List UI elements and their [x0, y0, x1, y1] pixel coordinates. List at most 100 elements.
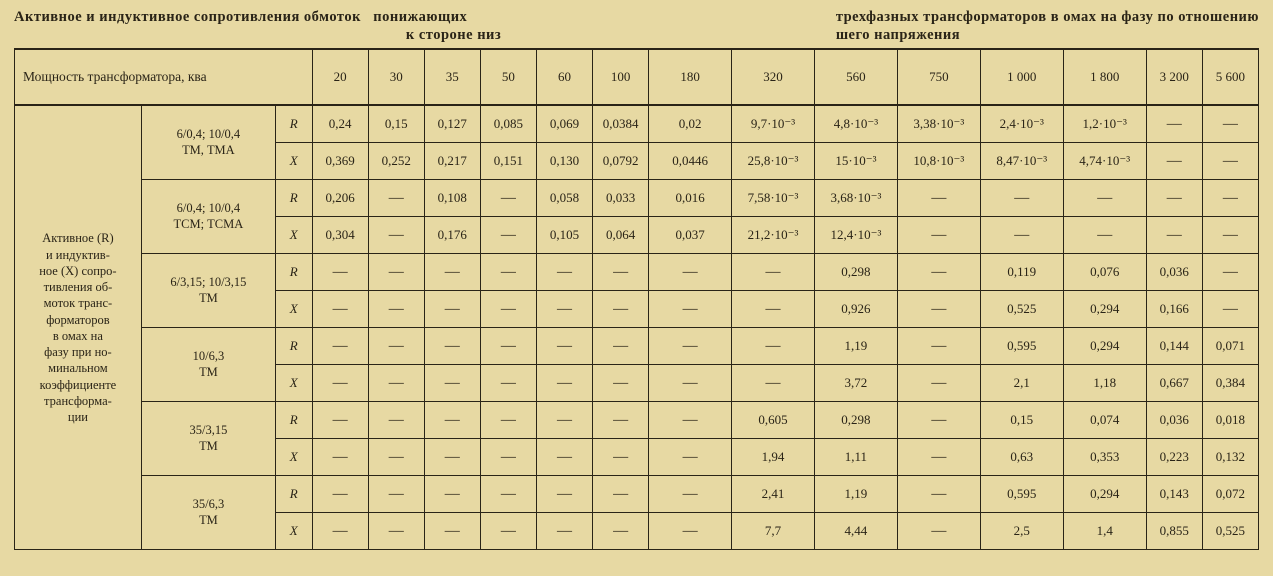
value-cell: — — [368, 180, 424, 217]
value-cell: — — [593, 513, 649, 550]
value-cell: 0,144 — [1146, 328, 1202, 365]
x-label: X — [275, 291, 312, 328]
value-cell: 0,217 — [424, 143, 480, 180]
value-cell: — — [480, 365, 536, 402]
value-cell: 0,037 — [649, 217, 732, 254]
value-cell: 1,11 — [814, 439, 897, 476]
value-cell: — — [480, 254, 536, 291]
header-power-label: Мощность трансформатора, ква — [15, 49, 313, 105]
value-cell: — — [424, 513, 480, 550]
value-cell: — — [424, 365, 480, 402]
value-cell: 0,294 — [1063, 291, 1146, 328]
value-cell: — — [593, 365, 649, 402]
value-cell: 0,033 — [593, 180, 649, 217]
value-cell: — — [897, 439, 980, 476]
value-cell: 0,016 — [649, 180, 732, 217]
x-label: X — [275, 365, 312, 402]
value-cell: — — [732, 254, 815, 291]
value-cell: 1,19 — [814, 328, 897, 365]
value-cell: — — [1202, 217, 1258, 254]
col-100: 100 — [593, 49, 649, 105]
value-cell: — — [312, 476, 368, 513]
value-cell: — — [368, 513, 424, 550]
value-cell: 0,15 — [980, 402, 1063, 439]
value-cell: — — [897, 365, 980, 402]
value-cell: — — [480, 180, 536, 217]
value-cell: — — [536, 402, 592, 439]
value-cell: 0,127 — [424, 105, 480, 143]
value-cell: — — [1146, 105, 1202, 143]
value-cell: 0,298 — [814, 254, 897, 291]
value-cell: — — [897, 291, 980, 328]
value-cell: 1,2·10⁻³ — [1063, 105, 1146, 143]
value-cell: — — [897, 513, 980, 550]
value-cell: 10,8·10⁻³ — [897, 143, 980, 180]
value-cell: — — [368, 476, 424, 513]
type-label: 35/3,15ТМ — [141, 402, 275, 476]
r-label: R — [275, 254, 312, 291]
value-cell: — — [368, 254, 424, 291]
value-cell: 7,7 — [732, 513, 815, 550]
value-cell: — — [480, 513, 536, 550]
value-cell: — — [536, 291, 592, 328]
value-cell: 0,166 — [1146, 291, 1202, 328]
value-cell: — — [593, 254, 649, 291]
r-label: R — [275, 328, 312, 365]
type-label: 35/6,3ТМ — [141, 476, 275, 550]
table-row: 10/6,3ТМR————————1,19—0,5950,2940,1440,0… — [15, 328, 1259, 365]
value-cell: 0,294 — [1063, 328, 1146, 365]
col-5600: 5 600 — [1202, 49, 1258, 105]
x-label: X — [275, 513, 312, 550]
value-cell: 2,4·10⁻³ — [980, 105, 1063, 143]
value-cell: — — [312, 291, 368, 328]
value-cell: 0,071 — [1202, 328, 1258, 365]
x-label: X — [275, 217, 312, 254]
value-cell: — — [649, 254, 732, 291]
value-cell: 3,68·10⁻³ — [814, 180, 897, 217]
value-cell: 0,223 — [1146, 439, 1202, 476]
value-cell: — — [368, 439, 424, 476]
value-cell: 0,0446 — [649, 143, 732, 180]
value-cell: 3,38·10⁻³ — [897, 105, 980, 143]
value-cell: — — [1146, 143, 1202, 180]
value-cell: 12,4·10⁻³ — [814, 217, 897, 254]
table-body: Активное (R)и индуктив-ное (X) сопро-тив… — [15, 105, 1259, 550]
value-cell: 0,304 — [312, 217, 368, 254]
value-cell: — — [732, 365, 815, 402]
value-cell: 0,384 — [1202, 365, 1258, 402]
r-label: R — [275, 476, 312, 513]
value-cell: 0,072 — [1202, 476, 1258, 513]
value-cell: 4,74·10⁻³ — [1063, 143, 1146, 180]
value-cell: — — [424, 291, 480, 328]
table-row: Активное (R)и индуктив-ное (X) сопро-тив… — [15, 105, 1259, 143]
value-cell: — — [1063, 217, 1146, 254]
value-cell: 0,0792 — [593, 143, 649, 180]
value-cell: — — [424, 254, 480, 291]
value-cell: 0,069 — [536, 105, 592, 143]
value-cell: — — [480, 328, 536, 365]
value-cell: 0,074 — [1063, 402, 1146, 439]
value-cell: — — [536, 476, 592, 513]
value-cell: — — [536, 328, 592, 365]
value-cell: — — [980, 180, 1063, 217]
value-cell: 1,18 — [1063, 365, 1146, 402]
type-label: 6/3,15; 10/3,15ТМ — [141, 254, 275, 328]
type-label: 6/0,4; 10/0,4ТМ, ТМА — [141, 105, 275, 180]
value-cell: — — [980, 217, 1063, 254]
value-cell: 0,143 — [1146, 476, 1202, 513]
table-row: 6/3,15; 10/3,15ТМR————————0,298—0,1190,0… — [15, 254, 1259, 291]
table-row: 35/3,15ТМR———————0,6050,298—0,150,0740,0… — [15, 402, 1259, 439]
value-cell: — — [1202, 254, 1258, 291]
value-cell: 0,064 — [593, 217, 649, 254]
value-cell: — — [649, 328, 732, 365]
value-cell: — — [424, 439, 480, 476]
value-cell: — — [312, 254, 368, 291]
r-label: R — [275, 105, 312, 143]
value-cell: — — [424, 402, 480, 439]
col-180: 180 — [649, 49, 732, 105]
value-cell: 25,8·10⁻³ — [732, 143, 815, 180]
value-cell: 4,44 — [814, 513, 897, 550]
value-cell: — — [593, 291, 649, 328]
value-cell: — — [312, 513, 368, 550]
value-cell: 0,855 — [1146, 513, 1202, 550]
